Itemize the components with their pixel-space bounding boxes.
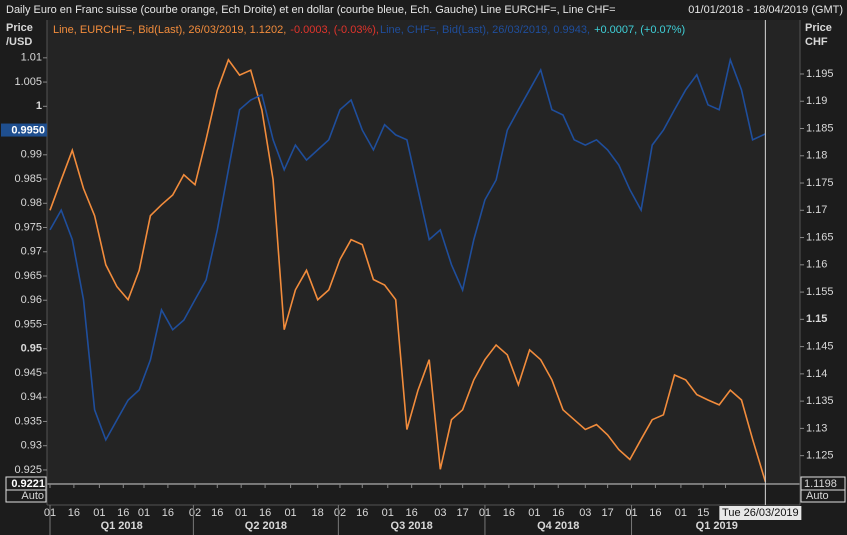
y-tick-label: 0.96 <box>21 294 42 306</box>
x-tick-label: 01 <box>675 507 687 519</box>
cursor-label-box <box>719 506 802 520</box>
y-tick-label: 0.965 <box>14 270 42 282</box>
x-tick-label: 01 <box>382 507 394 519</box>
x-tick-label: 18 <box>312 507 324 519</box>
y-tick-label: 0.94 <box>21 391 42 403</box>
y-tick-label: 0.97 <box>21 246 42 258</box>
y-tick-label: 0.99 <box>21 149 42 161</box>
y2-tick-label: 1.18 <box>806 150 827 162</box>
y-tick-label: 1.005 <box>14 76 42 88</box>
series-line <box>49 56 766 442</box>
y-tick-label: 0.925 <box>14 464 42 476</box>
legend-text: Line, EURCHF=, Bid(Last), 26/03/2019, 1.… <box>53 24 286 36</box>
y-tick-label: 0.93 <box>21 440 42 452</box>
x-tick-label: 15 <box>697 507 709 519</box>
legend-entry: Line, CHF=, Bid(Last), 26/03/2019, 0.994… <box>380 24 685 36</box>
quarter-label: Q1 2018 <box>101 520 143 532</box>
y2-tick-label: 1.14 <box>806 368 827 380</box>
x-tick-label: 03 <box>579 507 591 519</box>
legend-text: -0.0003, (-0.03%), <box>290 24 379 36</box>
y-tick-label: 1 <box>36 100 42 112</box>
y-tick-label: 0.945 <box>14 367 42 379</box>
chart-title: Daily Euro en Franc suisse (courbe orang… <box>6 4 616 16</box>
x-tick-label: 01 <box>528 507 540 519</box>
y-marker-box <box>1 123 47 137</box>
y2-tick-label: 1.175 <box>806 177 834 189</box>
x-tick-label: 16 <box>68 507 80 519</box>
y-axis-label: /USD <box>6 36 32 48</box>
y-tick-label: 1.01 <box>21 52 42 64</box>
scale-mode-box <box>5 489 47 503</box>
x-tick-label: 16 <box>649 507 661 519</box>
y2-tick-label: 1.16 <box>806 259 827 271</box>
y2-tick-label: 1.195 <box>806 68 834 80</box>
x-tick-label: 16 <box>211 507 223 519</box>
x-tick-label: 02 <box>189 507 201 519</box>
x-tick-label: 02 <box>334 507 346 519</box>
y-tick-label: 0.95 <box>21 343 42 355</box>
x-tick-label: 01 <box>138 507 150 519</box>
y-tick-label: 0.975 <box>14 221 42 233</box>
x-tick-label: 16 <box>552 507 564 519</box>
x-tick-label: 01 <box>284 507 296 519</box>
x-tick-label: 03 <box>434 507 446 519</box>
x-tick-label: 16 <box>503 507 515 519</box>
y2-tick-label: 1.17 <box>806 204 827 216</box>
y2-tick-label: 1.135 <box>806 395 834 407</box>
quarter-label: Q2 2018 <box>245 520 287 532</box>
x-tick-label: 16 <box>356 507 368 519</box>
y2-tick-label: 1.145 <box>806 341 834 353</box>
series-line <box>49 58 767 483</box>
y2-tick-label: 1.185 <box>806 122 834 134</box>
x-tick-label: 16 <box>117 507 129 519</box>
chart-subtitle: 01/01/2018 - 18/04/2019 (GMT) <box>688 4 843 16</box>
x-tick-label: 17 <box>457 507 469 519</box>
y2-axis-label: Price <box>805 22 832 34</box>
scale-mode-box <box>800 489 846 503</box>
scale-mode: Auto <box>806 490 829 502</box>
legend-text: Line, CHF=, Bid(Last), 26/03/2019, 0.994… <box>380 24 590 36</box>
x-tick-label: 17 <box>602 507 614 519</box>
cursor-label: Tue 26/03/2019 <box>722 507 799 519</box>
y-tick-label: 0.98 <box>21 197 42 209</box>
y2-tick-label: 1.125 <box>806 450 834 462</box>
y-tick-label: 0.985 <box>14 173 42 185</box>
y2-tick-label: 1.155 <box>806 286 834 298</box>
legend-entry: Line, EURCHF=, Bid(Last), 26/03/2019, 1.… <box>53 24 379 36</box>
plot-area <box>47 20 800 484</box>
x-tick-label: 01 <box>235 507 247 519</box>
quarter-label: Q4 2018 <box>537 520 579 532</box>
y2-tick-label: 1.15 <box>806 313 827 325</box>
x-tick-label: 16 <box>259 507 271 519</box>
y2-axis-label: CHF <box>805 36 828 48</box>
y-marker-label: 0.9950 <box>11 124 45 136</box>
y2-tick-label: 1.13 <box>806 422 827 434</box>
scale-mode: Auto <box>21 490 44 502</box>
y-tick-label: 0.955 <box>14 318 42 330</box>
x-tick-label: 16 <box>162 507 174 519</box>
y2-marker-label: 1.1198 <box>804 478 837 490</box>
y-tick-label: 0.935 <box>14 415 42 427</box>
y-axis-label: Price <box>6 22 33 34</box>
quarter-label: Q3 2018 <box>391 520 433 532</box>
y2-tick-label: 1.165 <box>806 231 834 243</box>
y2-tick-label: 1.19 <box>806 95 827 107</box>
legend-text: +0.0007, (+0.07%) <box>594 24 685 36</box>
quarter-label: Q1 2019 <box>696 520 738 532</box>
x-tick-label: 01 <box>93 507 105 519</box>
x-tick-label: 16 <box>406 507 418 519</box>
y-marker-label: 0.9221 <box>11 478 45 490</box>
